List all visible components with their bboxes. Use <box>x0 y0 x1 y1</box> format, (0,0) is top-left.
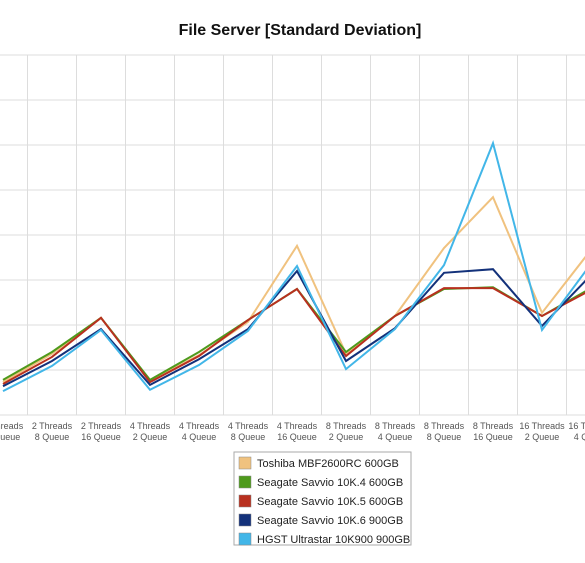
x-tick-label: 16 Queue <box>277 432 317 442</box>
x-tick-label: 2 Queue <box>525 432 560 442</box>
legend-label: Seagate Savvio 10K.6 900GB <box>257 515 403 527</box>
x-tick-label: 8 Queue <box>231 432 266 442</box>
x-tick-label: 4 Threads <box>228 421 269 431</box>
x-tick-label: 8 Threads <box>375 421 416 431</box>
series-line <box>2 140 585 393</box>
legend-label: Seagate Savvio 10K.4 600GB <box>257 477 403 489</box>
series-line <box>2 286 585 382</box>
chart-title: File Server [Standard Deviation] <box>179 22 422 39</box>
x-tick-label: 4 Threads <box>130 421 171 431</box>
x-tick-label: 8 Threads <box>326 421 367 431</box>
series-line <box>2 268 585 388</box>
x-tick-label: 8 Queue <box>35 432 70 442</box>
legend-swatch <box>238 494 252 508</box>
x-tick-label: 8 Threads <box>424 421 465 431</box>
x-tick-label: 16 Queue <box>473 432 513 442</box>
legend-swatch <box>238 513 252 527</box>
x-tick-label: 4 Queue <box>378 432 413 442</box>
x-tick-label: 4 Threads <box>179 421 220 431</box>
legend-swatch <box>238 456 252 470</box>
series-line <box>2 287 585 385</box>
x-tick-label: 16 Queue <box>81 432 121 442</box>
legend <box>233 451 412 546</box>
x-tick-label: 8 Threads <box>473 421 514 431</box>
x-tick-label: 16 Threads <box>568 421 585 431</box>
x-tick-label: 4 Queue <box>182 432 217 442</box>
legend-swatch <box>238 532 252 546</box>
x-tick-label: 2 Threads <box>32 421 73 431</box>
x-tick-label: 2 Queue <box>133 432 168 442</box>
x-tick-label: 4 Queue <box>0 432 20 442</box>
legend-label: Seagate Savvio 10K.5 600GB <box>257 496 403 508</box>
x-tick-label: 2 Threads <box>0 421 24 431</box>
x-tick-label: 2 Queue <box>329 432 364 442</box>
x-tick-label: 16 Threads <box>519 421 565 431</box>
legend-swatch <box>238 475 252 489</box>
legend-label: Toshiba MBF2600RC 600GB <box>257 458 399 470</box>
x-tick-label: 2 Threads <box>81 421 122 431</box>
legend-label: HGST Ultrastar 10K900 900GB <box>257 534 410 546</box>
x-tick-label: 8 Queue <box>427 432 462 442</box>
x-tick-label: 4 Queue <box>574 432 585 442</box>
x-tick-label: 4 Threads <box>277 421 318 431</box>
